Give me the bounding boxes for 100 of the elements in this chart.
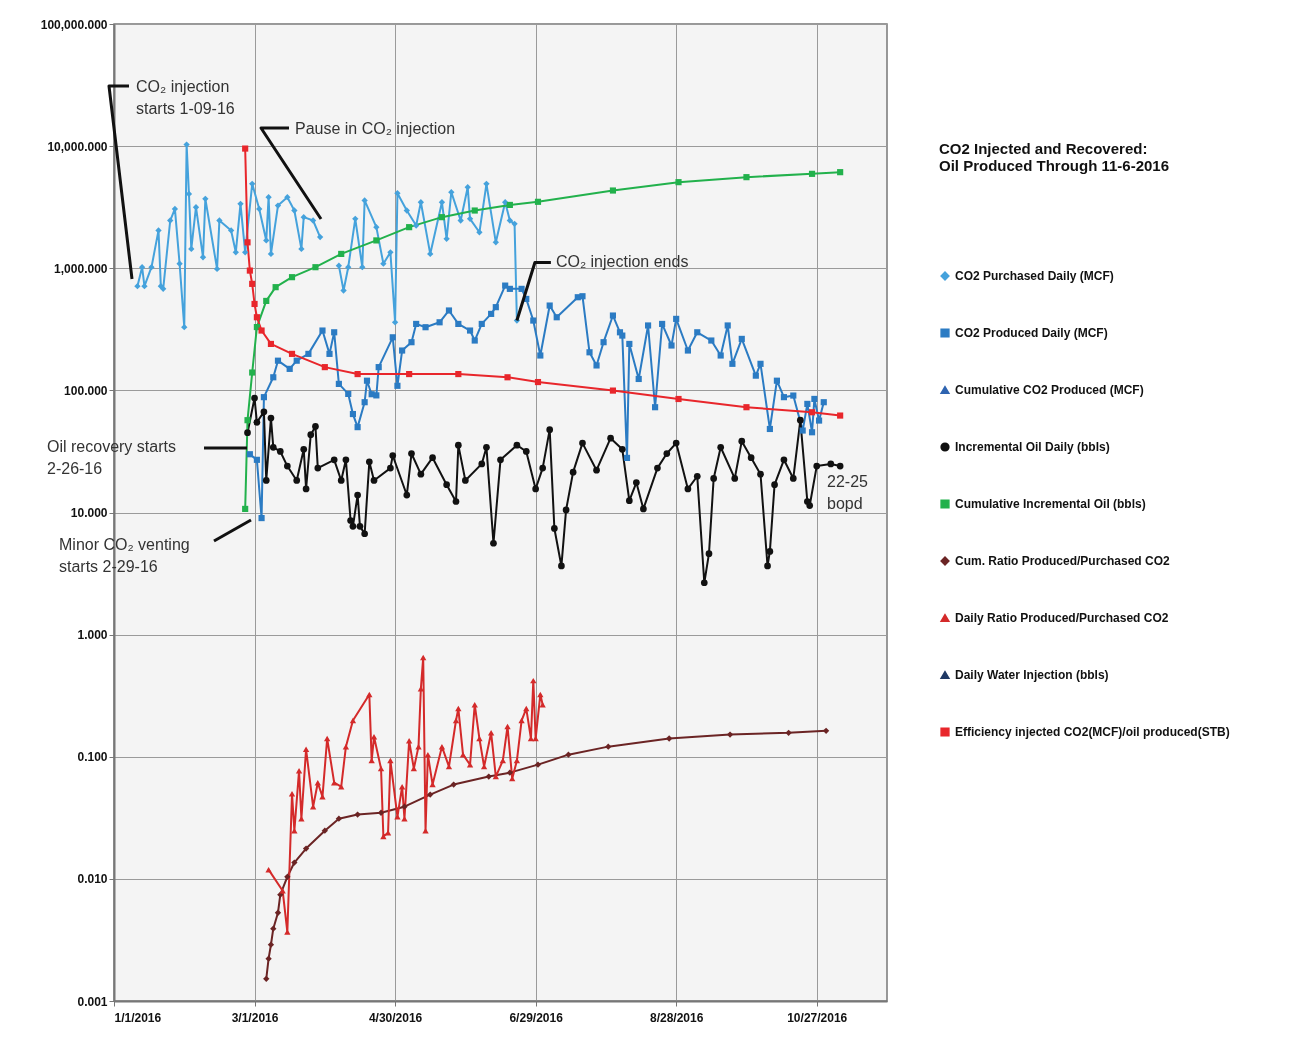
point (354, 370, 361, 378)
point (534, 198, 542, 205)
point (284, 873, 291, 880)
point (373, 237, 380, 244)
point (263, 297, 270, 305)
legend-label: Cumulative Incremental Oil (bbls) (955, 497, 1146, 511)
point (377, 765, 385, 772)
y-tick-label: 0.010 (77, 872, 108, 887)
point (534, 761, 542, 768)
point (321, 364, 328, 371)
point (244, 239, 251, 246)
x-tick-label: 4/30/2016 (368, 1010, 423, 1025)
point (258, 327, 265, 334)
x-tick-label: 1/1/2016 (114, 1010, 162, 1025)
point (251, 300, 258, 308)
x-tick-label: 8/28/2016 (649, 1010, 704, 1025)
point (401, 803, 408, 810)
point (822, 727, 830, 734)
point (499, 757, 506, 764)
point (605, 743, 612, 750)
point (420, 654, 427, 661)
point (565, 751, 572, 758)
point (405, 738, 413, 744)
point (284, 929, 291, 935)
point (438, 214, 446, 221)
point (450, 781, 457, 788)
y-tick-label: 0.001 (77, 994, 108, 1009)
y-tick-label: 0.100 (77, 750, 108, 765)
point (837, 412, 844, 419)
point (504, 723, 511, 730)
annotation: Pause in CO₂ injection (295, 120, 456, 137)
point (785, 729, 792, 736)
point (743, 404, 750, 411)
point (455, 370, 462, 378)
point (321, 827, 328, 834)
point (506, 201, 513, 209)
point (808, 170, 816, 177)
point (270, 925, 277, 932)
point (265, 955, 272, 962)
point (471, 207, 478, 214)
legend-label: Cum. Ratio Produced/Purchased CO2 (955, 554, 1171, 568)
point (349, 717, 357, 724)
point (743, 174, 750, 181)
point (406, 224, 413, 231)
legend-label: Cumulative CO2 Produced (MCF) (955, 383, 1144, 397)
point (324, 735, 331, 742)
point (504, 374, 511, 381)
point (267, 941, 275, 948)
point (338, 250, 345, 258)
point (291, 859, 298, 866)
point (249, 369, 256, 376)
point (485, 773, 492, 780)
point (249, 280, 256, 287)
annotation: CO₂ injection starts 1-09-16 (136, 78, 235, 117)
legend-label: CO2 Purchased Daily (MCF) (955, 269, 1114, 283)
legend-label: Incremental Oil Daily (bbls) (955, 440, 1110, 454)
point (267, 340, 275, 348)
y-tick-label: 100,000.000 (40, 17, 108, 32)
legend-label: Daily Water Injection (bbls) (955, 668, 1109, 682)
point (518, 717, 525, 724)
point (288, 791, 296, 797)
point (272, 284, 279, 291)
legend-label: Efficiency injected CO2(MCF)/oil produced(STB) (955, 725, 1230, 739)
point (675, 395, 682, 403)
y-tick-label: 1.000 (77, 628, 108, 643)
y-tick-label: 1,000.000 (54, 261, 108, 276)
point (452, 717, 460, 724)
point (242, 145, 249, 152)
point (277, 891, 284, 898)
annotation: CO₂ injection ends (555, 252, 689, 270)
point (253, 314, 260, 321)
y-tick-label: 100.000 (64, 383, 108, 398)
legend-label: Daily Ratio Produced/Purchased CO2 (955, 611, 1169, 625)
point (665, 735, 673, 742)
point (377, 809, 385, 816)
point (288, 274, 296, 281)
point (246, 267, 253, 274)
x-tick-label: 3/1/2016 (231, 1010, 279, 1025)
point (609, 187, 617, 194)
point (808, 409, 816, 416)
point (675, 179, 682, 186)
point (244, 417, 251, 424)
point (506, 769, 514, 776)
x-tick-label: 6/29/2016 (509, 1010, 564, 1025)
legend-label: CO2 Produced Daily (MCF) (955, 326, 1108, 340)
point (406, 370, 413, 378)
y-tick-label: 10.000 (70, 506, 108, 520)
point (609, 387, 617, 394)
point (487, 730, 495, 736)
point (288, 350, 296, 357)
point (312, 264, 319, 271)
point (242, 505, 249, 512)
point (534, 378, 542, 386)
x-tick-label: 10/27/2016 (787, 1010, 848, 1025)
annotation: 22-25 bopd (827, 473, 869, 512)
point (302, 845, 310, 852)
point (837, 169, 844, 176)
point (302, 746, 310, 753)
point (726, 731, 734, 738)
point (274, 909, 282, 916)
